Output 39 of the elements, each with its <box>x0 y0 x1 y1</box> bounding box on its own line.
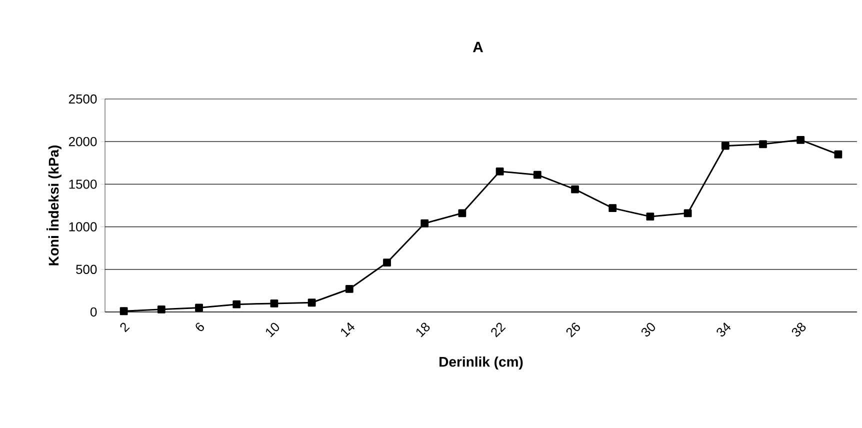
y-axis-title: Koni İndeksi (kPa) <box>46 146 62 266</box>
point <box>157 305 166 314</box>
y-tick-label: 500 <box>76 264 97 274</box>
point <box>496 167 504 176</box>
y-tick-label: 1000 <box>69 222 97 232</box>
point <box>308 298 316 307</box>
point <box>796 136 805 144</box>
point <box>232 300 241 308</box>
y-tick-label: 1500 <box>69 180 97 189</box>
x-tick-label: 34 <box>716 322 731 337</box>
point <box>458 209 466 218</box>
point <box>533 170 542 179</box>
x-tick-label: 2 <box>120 322 130 332</box>
y-tick-label: 2500 <box>68 94 97 104</box>
x-tick-label: 10 <box>266 322 280 338</box>
point <box>345 285 354 293</box>
x-axis-title: Derinlik (cm) <box>440 356 523 370</box>
point <box>571 185 579 194</box>
x-tick-label: 18 <box>416 322 430 338</box>
point <box>383 258 391 267</box>
x-tick-label: 6 <box>196 322 204 332</box>
point <box>420 219 429 228</box>
x-tick-label: 38 <box>792 322 806 337</box>
point <box>759 140 767 148</box>
point <box>195 304 203 312</box>
y-tick-label: 0 <box>90 307 97 317</box>
y-tick-label: 2000 <box>68 136 97 146</box>
point <box>684 209 692 218</box>
x-tick-label: 22 <box>491 322 506 338</box>
point <box>608 204 617 212</box>
x-tick-label: 30 <box>641 322 656 337</box>
chart-title: A <box>472 42 484 52</box>
x-tick-label: 14 <box>341 322 355 338</box>
point <box>721 142 730 150</box>
point <box>646 212 654 221</box>
x-tick-label: 26 <box>566 322 580 338</box>
point <box>270 300 278 308</box>
point <box>834 150 842 158</box>
point <box>120 307 128 316</box>
